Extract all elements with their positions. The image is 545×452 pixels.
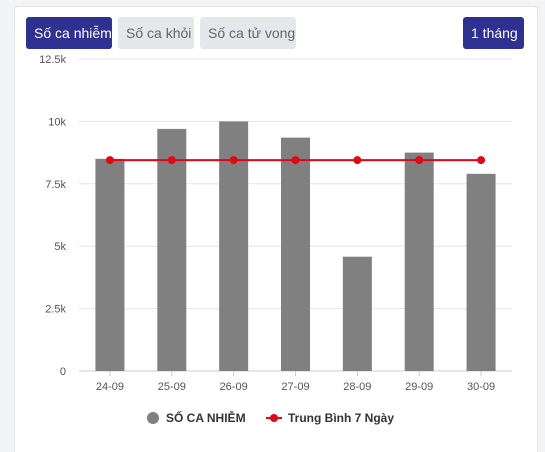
bar [466, 173, 496, 371]
tab-cases[interactable]: Số ca nhiễm [26, 17, 112, 49]
chart-legend[interactable]: SỐ CA NHIỄM Trung Bình 7 Ngày [147, 410, 394, 425]
x-tick-label: 24-09 [96, 381, 124, 393]
line-series [105, 156, 486, 165]
x-tick-label: 27-09 [281, 381, 309, 393]
legend-line-label: Trung Bình 7 Ngày [288, 411, 394, 425]
y-tick-label: 5k [54, 241, 66, 253]
y-tick-label: 12.5k [39, 54, 66, 66]
bar [404, 152, 434, 371]
x-tick-label: 30-09 [467, 381, 495, 393]
bar [95, 158, 125, 371]
y-axis-ticks: 0 2.5k 5k 7.5k 10k 12.5k [39, 54, 66, 378]
x-tick-label: 29-09 [405, 381, 433, 393]
y-tick-label: 10k [48, 116, 66, 128]
average-point [291, 156, 300, 165]
bar [281, 137, 310, 371]
y-tick-label: 0 [60, 366, 66, 378]
bar [342, 256, 372, 371]
x-tick-label: 28-09 [343, 381, 371, 393]
average-point [229, 156, 238, 165]
y-tick-label: 2.5k [45, 304, 66, 316]
average-point [105, 156, 114, 165]
x-axis-ticks: 24-09 25-09 26-09 27-09 28-09 29-09 30-09 [96, 371, 495, 393]
legend-line-marker [270, 414, 278, 422]
x-tick-label: 25-09 [158, 381, 186, 393]
legend-bar-symbol [147, 412, 159, 424]
average-point [415, 156, 424, 165]
average-point [477, 156, 486, 165]
tab-deaths[interactable]: Số ca tử vong [200, 17, 296, 49]
y-tick-label: 7.5k [45, 179, 66, 191]
average-point [353, 156, 362, 165]
range-1-month-button[interactable]: 1 tháng [463, 17, 524, 49]
bar [157, 128, 187, 371]
legend-bar-label: SỐ CA NHIỄM [166, 410, 246, 425]
average-point [167, 156, 176, 165]
tab-recovered[interactable]: Số ca khỏi [118, 17, 194, 49]
x-tick-label: 26-09 [220, 381, 248, 393]
bar-series [95, 121, 496, 372]
